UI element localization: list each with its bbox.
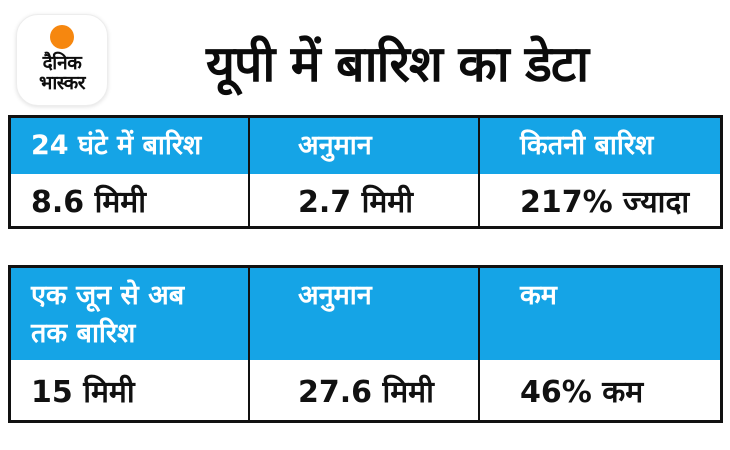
rain-24h-table: 24 घंटे में बारिश अनुमान कितनी बारिश 8.6… [8,115,723,229]
table2-value-difference: 46% कम [478,360,720,420]
table2-header-estimate: अनुमान [248,268,478,360]
table1-header-24h-rain: 24 घंटे में बारिश [11,118,248,174]
table1-value-difference: 217% ज्यादा [478,174,720,226]
page-title: यूपी में बारिश का डेटा [205,35,589,93]
logo-text-line1: दैनिक [42,52,82,74]
table1-header-how-much: कितनी बारिश [478,118,720,174]
rain-season-table: एक जून से अब तक बारिश अनुमान कम 15 मिमी … [8,265,723,423]
table2-header-less: कम [478,268,720,360]
table2-value-actual: 15 मिमी [31,374,135,410]
logo-text-line2: भास्कर [38,72,86,94]
table1-header-estimate: अनुमान [248,118,478,174]
table1-value-actual: 8.6 मिमी [31,184,147,220]
table1-value-estimate: 2.7 मिमी [248,174,478,226]
sun-icon [50,25,74,49]
table2-header-since-june: एक जून से अब तक बारिश [11,268,248,360]
dainik-bhaskar-logo: दैनिक भास्कर [16,14,108,106]
table2-value-estimate: 27.6 मिमी [248,360,478,420]
